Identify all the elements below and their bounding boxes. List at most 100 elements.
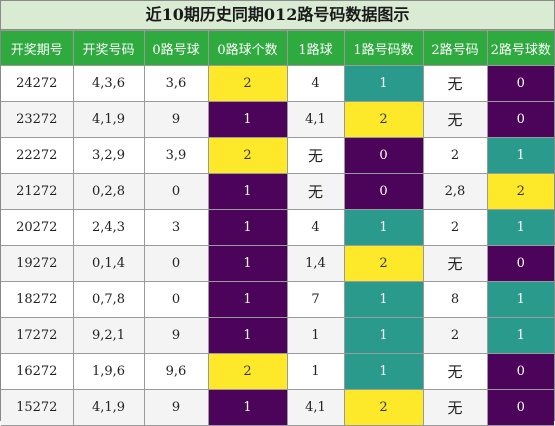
header-road1-count: 1路号码数: [343, 30, 424, 66]
cell-numbers: 0,1,4: [72, 245, 145, 282]
cell-road0-balls: 3,9: [143, 137, 209, 174]
cell-road0-count: 1: [207, 389, 288, 426]
cell-road0-balls: 0: [143, 245, 209, 282]
cell-road0-balls: 0: [143, 173, 209, 210]
cell-issue: 22272: [1, 137, 74, 174]
cell-issue: 23272: [1, 101, 74, 138]
cell-road1-balls: 4,1: [286, 389, 345, 426]
cell-road2-count: 1: [486, 281, 554, 318]
table-row: 20272 2,4,3 3 1 4 1 2 1: [1, 209, 554, 246]
cell-road2-count: 1: [486, 317, 554, 354]
cell-road2-balls: 无: [422, 389, 488, 426]
cell-road0-count: 1: [207, 281, 288, 318]
road-data-table: 开奖期号 开奖号码 0路号球 0路球个数 1路球 1路号码数 2路号码 2路号球…: [1, 30, 554, 426]
header-road0-count: 0路球个数: [207, 30, 288, 66]
header-issue: 开奖期号: [1, 30, 74, 66]
table-row: 21272 0,2,8 0 1 无 0 2,8 2: [1, 173, 554, 210]
cell-numbers: 4,1,9: [72, 389, 145, 426]
cell-issue: 15272: [1, 389, 74, 426]
cell-road2-count: 1: [486, 209, 554, 246]
cell-road2-count: 0: [486, 245, 554, 282]
table-row: 18272 0,7,8 0 1 7 1 8 1: [1, 281, 554, 318]
cell-road0-count: 2: [207, 65, 288, 102]
header-road2-balls: 2路号码: [422, 30, 488, 66]
table-row: 15272 4,1,9 9 1 4,1 2 无 0: [1, 389, 554, 426]
cell-road2-count: 1: [486, 137, 554, 174]
cell-road1-count: 0: [343, 173, 424, 210]
cell-numbers: 1,9,6: [72, 353, 145, 390]
table-row: 23272 4,1,9 9 1 4,1 2 无 0: [1, 101, 554, 138]
cell-road0-count: 1: [207, 173, 288, 210]
cell-road1-count: 1: [343, 353, 424, 390]
cell-road0-count: 1: [207, 245, 288, 282]
cell-road0-count: 1: [207, 101, 288, 138]
cell-road2-count: 0: [486, 101, 554, 138]
cell-road2-balls: 8: [422, 281, 488, 318]
cell-road0-count: 1: [207, 317, 288, 354]
cell-numbers: 2,4,3: [72, 209, 145, 246]
cell-numbers: 3,2,9: [72, 137, 145, 174]
cell-road1-count: 1: [343, 209, 424, 246]
table-row: 19272 0,1,4 0 1 1,4 2 无 0: [1, 245, 554, 282]
cell-road2-count: 0: [486, 353, 554, 390]
cell-road1-count: 1: [343, 317, 424, 354]
cell-issue: 24272: [1, 65, 74, 102]
cell-issue: 16272: [1, 353, 74, 390]
cell-issue: 19272: [1, 245, 74, 282]
cell-road1-balls: 1: [286, 353, 345, 390]
cell-road2-balls: 无: [422, 65, 488, 102]
header-numbers: 开奖号码: [72, 30, 145, 66]
cell-road2-count: 0: [486, 65, 554, 102]
cell-numbers: 9,2,1: [72, 317, 145, 354]
cell-road1-balls: 无: [286, 137, 345, 174]
cell-numbers: 4,1,9: [72, 101, 145, 138]
header-road0-balls: 0路号球: [143, 30, 209, 66]
cell-road0-balls: 3,6: [143, 65, 209, 102]
table-row: 17272 9,2,1 9 1 1 1 2 1: [1, 317, 554, 354]
cell-road2-count: 0: [486, 389, 554, 426]
table-row: 22272 3,2,9 3,9 2 无 0 2 1: [1, 137, 554, 174]
header-row: 开奖期号 开奖号码 0路号球 0路球个数 1路球 1路号码数 2路号码 2路号球…: [1, 30, 554, 66]
cell-road1-count: 2: [343, 245, 424, 282]
cell-road2-balls: 2: [422, 209, 488, 246]
cell-road0-balls: 9: [143, 317, 209, 354]
cell-road0-count: 1: [207, 209, 288, 246]
cell-road0-balls: 9: [143, 101, 209, 138]
cell-road1-balls: 4: [286, 65, 345, 102]
cell-road2-balls: 2,8: [422, 173, 488, 210]
cell-road2-count: 2: [486, 173, 554, 210]
cell-road2-balls: 无: [422, 353, 488, 390]
cell-issue: 18272: [1, 281, 74, 318]
cell-road1-balls: 4: [286, 209, 345, 246]
header-road1-balls: 1路球: [286, 30, 345, 66]
cell-road1-count: 1: [343, 281, 424, 318]
cell-road2-balls: 无: [422, 245, 488, 282]
cell-road0-balls: 0: [143, 281, 209, 318]
cell-road2-balls: 无: [422, 101, 488, 138]
table-row: 24272 4,3,6 3,6 2 4 1 无 0: [1, 65, 554, 102]
table-body: 24272 4,3,6 3,6 2 4 1 无 0 23272 4,1,9 9 1 4,1 2 无 0 2227…: [1, 65, 554, 426]
cell-road1-count: 1: [343, 65, 424, 102]
cell-road0-count: 2: [207, 137, 288, 174]
table-title: 近10期历史同期012路号码数据图示: [1, 1, 554, 30]
cell-road2-balls: 2: [422, 317, 488, 354]
cell-numbers: 0,7,8: [72, 281, 145, 318]
cell-road0-balls: 9: [143, 389, 209, 426]
cell-road1-balls: 无: [286, 173, 345, 210]
cell-road0-balls: 9,6: [143, 353, 209, 390]
cell-road1-count: 2: [343, 101, 424, 138]
cell-numbers: 4,3,6: [72, 65, 145, 102]
cell-road1-count: 0: [343, 137, 424, 174]
cell-road0-balls: 3: [143, 209, 209, 246]
cell-issue: 17272: [1, 317, 74, 354]
cell-issue: 20272: [1, 209, 74, 246]
cell-road1-count: 2: [343, 389, 424, 426]
cell-road1-balls: 7: [286, 281, 345, 318]
cell-numbers: 0,2,8: [72, 173, 145, 210]
table-row: 16272 1,9,6 9,6 2 1 1 无 0: [1, 353, 554, 390]
cell-road2-balls: 2: [422, 137, 488, 174]
cell-road1-balls: 1,4: [286, 245, 345, 282]
cell-road1-balls: 4,1: [286, 101, 345, 138]
header-road2-count: 2路号球数: [486, 30, 554, 66]
